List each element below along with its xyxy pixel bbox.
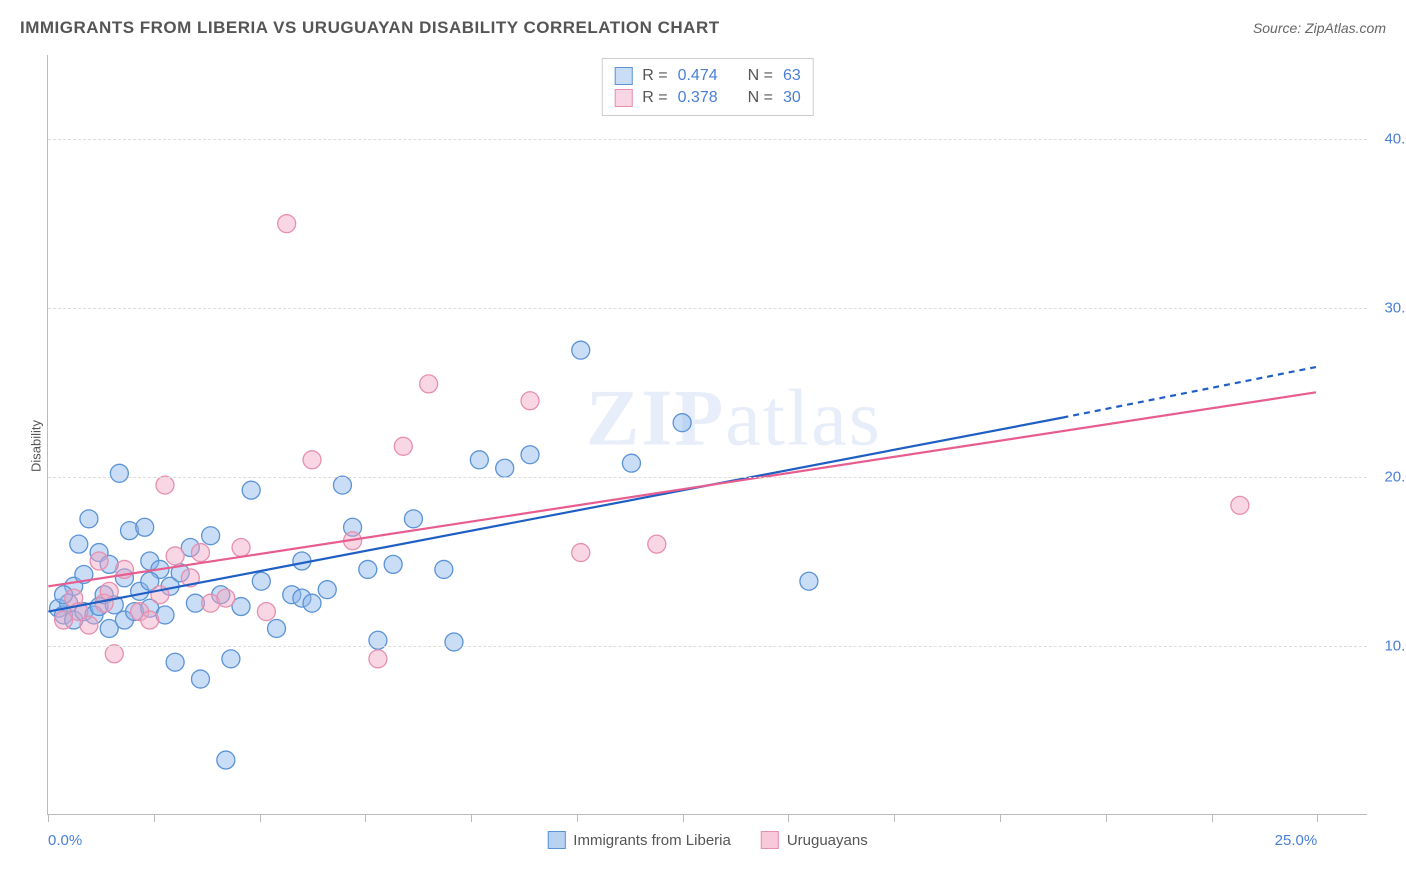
data-point [394,437,412,455]
data-point [572,544,590,562]
x-tick [788,814,789,822]
x-tick [683,814,684,822]
data-point [435,560,453,578]
data-point [136,518,154,536]
x-tick-label: 0.0% [48,832,82,849]
x-tick [471,814,472,822]
stat-label: N = [748,89,773,107]
x-tick [894,814,895,822]
data-point [384,555,402,573]
data-point [70,535,88,553]
data-point [90,552,108,570]
x-tick [1212,814,1213,822]
stats-row: R = 0.378 N = 30 [614,87,801,109]
stat-r-value: 0.378 [678,89,718,107]
data-point [80,510,98,528]
y-tick-label: 30.0% [1384,300,1406,317]
stat-label: N = [748,67,773,85]
stat-n-value: 30 [783,89,801,107]
y-axis-label: Disability [29,420,44,472]
data-point [166,653,184,671]
legend-item: Immigrants from Liberia [547,831,731,849]
data-point [404,510,422,528]
data-point [303,594,321,612]
data-point [242,481,260,499]
data-point [521,392,539,410]
regression-line [48,418,1062,612]
gridline [48,308,1367,309]
gridline [48,477,1367,478]
data-point [257,603,275,621]
data-point [333,476,351,494]
chart-header: IMMIGRANTS FROM LIBERIA VS URUGUAYAN DIS… [20,18,1386,38]
data-point [202,527,220,545]
x-tick [577,814,578,822]
legend-swatch [614,67,632,85]
x-tick-label: 25.0% [1275,832,1318,849]
data-point [110,464,128,482]
data-point [622,454,640,472]
x-tick [365,814,366,822]
data-point [232,539,250,557]
data-point [222,650,240,668]
stat-r-value: 0.474 [678,67,718,85]
legend-label: Uruguayans [787,832,868,849]
scatter-svg [48,55,1367,814]
gridline [48,139,1367,140]
data-point [359,560,377,578]
chart-title: IMMIGRANTS FROM LIBERIA VS URUGUAYAN DIS… [20,18,720,38]
x-tick [260,814,261,822]
data-point [268,619,286,637]
y-tick-label: 20.0% [1384,469,1406,486]
data-point [521,446,539,464]
data-point [252,572,270,590]
stat-label: R = [642,67,667,85]
data-point [420,375,438,393]
series-legend: Immigrants from Liberia Uruguayans [547,831,867,849]
stats-legend-box: R = 0.474 N = 63 R = 0.378 N = 30 [601,58,814,116]
data-point [445,633,463,651]
data-point [80,616,98,634]
source-attribution: Source: ZipAtlas.com [1253,20,1386,36]
data-point [156,476,174,494]
legend-swatch [761,831,779,849]
chart-plot-area: ZIPatlas R =0.474N =63R =0.378N =30 Immi… [47,55,1367,815]
x-tick [1317,814,1318,822]
data-point [278,215,296,233]
data-point [1231,496,1249,514]
data-point [572,341,590,359]
y-tick-label: 40.0% [1384,131,1406,148]
x-tick [154,814,155,822]
x-tick [1106,814,1107,822]
data-point [303,451,321,469]
data-point [217,589,235,607]
data-point [217,751,235,769]
x-tick [48,814,49,822]
stats-row: R = 0.474 N = 63 [614,65,801,87]
stat-n-value: 63 [783,67,801,85]
data-point [318,581,336,599]
legend-swatch [614,89,632,107]
data-point [496,459,514,477]
data-point [470,451,488,469]
gridline [48,646,1367,647]
data-point [105,645,123,663]
regression-line-extrapolated [1062,367,1316,418]
x-tick [1000,814,1001,822]
data-point [166,547,184,565]
legend-swatch [547,831,565,849]
data-point [648,535,666,553]
data-point [191,670,209,688]
data-point [141,611,159,629]
data-point [369,650,387,668]
y-tick-label: 10.0% [1384,638,1406,655]
data-point [673,414,691,432]
legend-label: Immigrants from Liberia [573,832,731,849]
stat-label: R = [642,89,667,107]
legend-item: Uruguayans [761,831,868,849]
data-point [191,544,209,562]
data-point [800,572,818,590]
